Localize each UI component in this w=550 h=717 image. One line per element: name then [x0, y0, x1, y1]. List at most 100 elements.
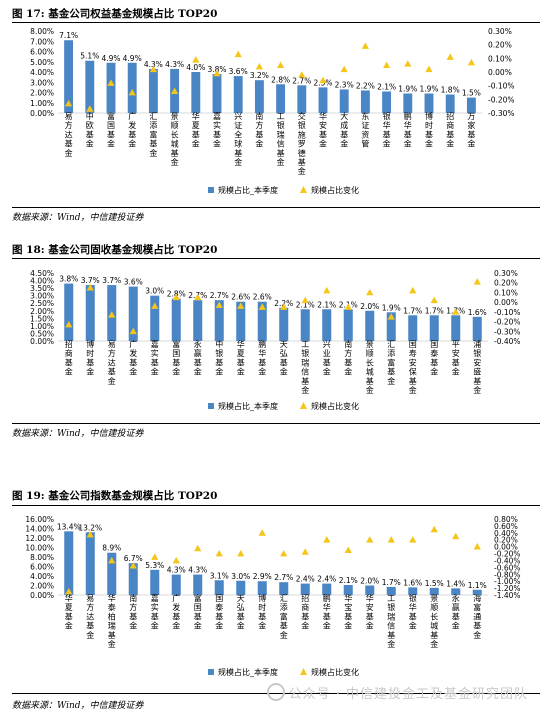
change-marker — [409, 286, 417, 294]
category-label: 国泰基金 — [430, 340, 438, 377]
legend-triangle-swatch — [300, 668, 307, 675]
bar — [193, 574, 203, 595]
bar — [472, 589, 482, 595]
bar-data-label: 4.3% — [167, 566, 186, 575]
category-label: 国寿安保基金 — [409, 340, 417, 395]
figure-18-title: 图 18: 基金公司固收基金规模占比 TOP20 — [12, 244, 218, 256]
left-axis-tick-label: 4.00% — [30, 68, 54, 77]
bar-data-label: 3.2% — [250, 71, 269, 80]
change-marker — [65, 99, 73, 107]
left-axis-tick-label: 1.50% — [30, 314, 54, 323]
category-label: 博时基金 — [425, 111, 433, 149]
bar-data-label: 2.7% — [292, 76, 311, 85]
change-marker — [172, 293, 180, 301]
bar-data-label: 2.1% — [339, 576, 358, 585]
figure-18-chart: 0.00%0.50%1.00%1.50%2.00%2.50%3.00%3.50%… — [30, 269, 520, 411]
left-axis-tick-label: 2.00% — [30, 307, 54, 316]
category-label: 招商基金 — [65, 339, 73, 377]
bar-data-label: 2.7% — [274, 573, 293, 582]
bar-data-label: 1.7% — [403, 306, 422, 315]
left-axis-tick-label: 0.00% — [30, 109, 54, 118]
left-axis-tick-label: 3.00% — [30, 78, 54, 87]
category-label: 工银瑞信基金 — [387, 594, 395, 649]
bar-data-label: 3.1% — [210, 571, 229, 580]
bar-data-label: 3.7% — [81, 276, 100, 285]
bar — [236, 580, 246, 595]
change-marker — [151, 302, 159, 309]
bar-data-label: 2.0% — [360, 302, 379, 311]
right-axis-tick-label: -0.30% — [488, 109, 515, 118]
bar — [297, 85, 307, 113]
bar — [85, 532, 95, 595]
bar — [64, 40, 74, 113]
category-label: 华夏基金 — [65, 593, 73, 631]
figure-18-source: 数据来源：Wind，中信建投证券 — [12, 429, 144, 439]
bar-data-label: 2.6% — [231, 293, 250, 302]
category-label: 兴证全球基金 — [234, 112, 242, 167]
category-label: 浦银安盛基金 — [473, 339, 481, 395]
right-axis-tick-label: 0.00% — [488, 68, 512, 77]
bar — [128, 563, 138, 595]
figure-17-bottom-rule — [12, 207, 540, 208]
left-axis-tick-label: 6.00% — [30, 48, 54, 57]
category-label: 易方达基金 — [65, 112, 73, 158]
right-axis-tick-label: 0.20% — [494, 279, 518, 288]
bar — [212, 74, 222, 113]
bar-data-label: 1.9% — [398, 85, 417, 94]
bar — [214, 300, 224, 341]
right-axis-tick-label: 0.80% — [494, 515, 518, 524]
category-label: 南方基金 — [129, 593, 137, 631]
bar — [85, 60, 95, 113]
category-label: 广发基金 — [172, 593, 180, 631]
bar-data-label: 1.8% — [441, 86, 460, 95]
category-label: 华安基金 — [366, 593, 374, 631]
bar — [451, 588, 461, 595]
category-label: 景顺长城基金 — [366, 340, 374, 395]
category-label: 富国基金 — [107, 111, 115, 149]
bar-data-label: 1.5% — [462, 89, 481, 98]
change-marker — [65, 587, 73, 595]
change-marker — [237, 302, 245, 309]
change-marker — [298, 71, 306, 78]
category-label: 永赢基金 — [194, 339, 202, 377]
bar — [386, 312, 396, 341]
category-label: 富国基金 — [194, 593, 202, 631]
left-axis-tick-label: 5.00% — [30, 58, 54, 67]
bar-data-label: 2.1% — [296, 300, 315, 309]
figure-19-title: 图 19: 基金公司指数基金规模占比 TOP20 — [12, 490, 218, 502]
bar — [64, 531, 74, 595]
change-marker — [108, 311, 116, 318]
bar — [193, 300, 203, 341]
left-axis-tick-label: 0.00% — [30, 337, 54, 346]
bar — [403, 93, 413, 113]
change-marker — [319, 76, 327, 84]
category-label: 富国基金 — [172, 339, 180, 377]
bar-data-label: 1.7% — [382, 578, 401, 587]
change-marker — [86, 105, 94, 112]
change-marker — [108, 556, 116, 564]
category-label: 博时基金 — [258, 593, 266, 631]
bar — [386, 586, 396, 595]
change-marker — [404, 60, 412, 67]
category-label: 华夏基金 — [237, 339, 245, 377]
right-axis-tick-label: 0.20% — [494, 536, 518, 545]
left-axis-tick-label: 2.00% — [30, 89, 54, 98]
watermark-text: 公众号 · 中信建投金工及基金研究团队 — [288, 687, 528, 702]
bar-data-label: 13.2% — [78, 523, 102, 532]
bar-data-label: 1.7% — [425, 306, 444, 315]
bar-data-label: 2.4% — [296, 575, 315, 584]
bar-data-label: 1.1% — [468, 581, 487, 590]
category-label: 天弘基金 — [280, 340, 288, 377]
bar — [128, 286, 138, 341]
figure-18-top-rule — [12, 258, 540, 259]
bar — [300, 309, 310, 341]
right-axis-tick-label: -0.60% — [494, 563, 521, 572]
category-label: 汇添富基金 — [280, 594, 288, 640]
figure-17-title: 图 17: 基金公司权益基金规模占比 TOP20 — [12, 8, 218, 20]
change-marker — [129, 327, 137, 335]
bar — [360, 90, 370, 113]
left-axis-tick-label: 12.00% — [25, 534, 54, 543]
bar — [343, 309, 353, 341]
change-marker — [473, 543, 481, 550]
change-marker — [473, 278, 481, 285]
